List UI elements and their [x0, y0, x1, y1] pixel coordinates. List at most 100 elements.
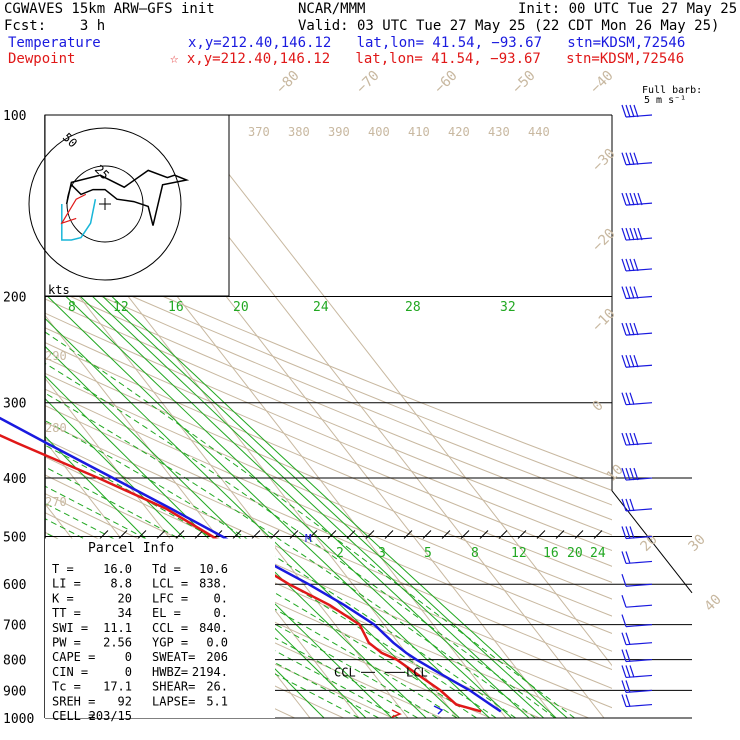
wind-barb-flag [625, 632, 631, 645]
hatch-mark [99, 530, 109, 539]
wind-barb [621, 432, 653, 446]
wind-barb-flag [629, 526, 635, 539]
forecast-hour: Fcst: 3 h [4, 18, 106, 34]
hatch-mark [441, 530, 451, 539]
hatch-mark [308, 530, 318, 539]
hatch-mark [289, 530, 299, 539]
parcel-info-key: CELL = [52, 709, 95, 723]
parcel-info-key: SWEAT= [152, 650, 195, 664]
theta-label: 420 [448, 125, 470, 139]
parcel-info-value: 10.6 [199, 562, 228, 576]
parcel-info-value: 840. [199, 621, 228, 635]
parcel-info-key: Tc = [52, 680, 81, 694]
parcel-info-key: T = [52, 562, 74, 576]
wind-barb-flag [621, 258, 627, 272]
hatch-mark [479, 530, 489, 539]
wind-barb-flag [625, 467, 631, 481]
wind-barb-flag [625, 152, 631, 165]
wind-barb-flag [625, 227, 631, 241]
wind-barb-flag [629, 286, 635, 299]
wind-barb-flag [629, 665, 635, 678]
wind-barb-flag [625, 432, 631, 446]
dry-adiabat-line [45, 404, 612, 652]
wind-barb [621, 551, 653, 565]
hatch-mark [175, 530, 185, 539]
pressure-tick-label: 300 [3, 397, 26, 412]
wind-barb-flag [621, 498, 627, 512]
isotherm-label: 30 [686, 532, 709, 555]
hatch-mark [555, 530, 565, 539]
wind-barb-flag [625, 680, 631, 693]
wind-barb [621, 526, 653, 540]
isotherm-label: 40 [702, 592, 725, 615]
hatch-mark [327, 530, 337, 539]
dry-adiabat-line [45, 372, 612, 617]
mixing-ratio-label: 24 [590, 546, 606, 561]
dry-adiabat-line [45, 312, 612, 552]
theta-label: 370 [248, 125, 270, 139]
hodograph-track-low [61, 199, 97, 241]
dry-adiabat-line [45, 284, 612, 521]
legend-temperature-label: Temperature [8, 35, 101, 51]
wind-barb [621, 574, 653, 587]
temperature-profile [0, 416, 502, 713]
temperature-surface-marker [433, 705, 444, 715]
wind-barb-flag [625, 392, 631, 405]
hatch-mark [118, 530, 128, 539]
pressure-tick-label: 400 [3, 472, 26, 487]
hatch-mark [460, 530, 470, 539]
parcel-info-value: 11.1 [103, 621, 132, 635]
wind-barb-flag [625, 258, 631, 272]
wind-barb-flag [621, 665, 627, 678]
legend-dewpoint-label: Dewpoint [8, 51, 76, 67]
lcl-label: LCL [406, 665, 428, 679]
isotherm-label: −80 [274, 68, 303, 97]
dewpoint-profile [0, 434, 482, 713]
wind-barb [621, 594, 653, 608]
parcel-info-key: CCL = [152, 621, 188, 635]
hatch-mark [422, 530, 432, 539]
parcel-info-value: 2.56 [103, 636, 132, 650]
parcel-info-key: SHEAR= [152, 680, 195, 694]
wind-barb-flag [633, 258, 639, 272]
wind-barb-flag [625, 649, 631, 662]
parcel-info-value: 5.1 [206, 694, 228, 708]
dry-adiabat-line [45, 257, 612, 491]
hatch-mark [498, 530, 508, 539]
parcel-info-value: 26. [206, 680, 228, 694]
dry-adiabat-line [45, 421, 612, 671]
dry-adiabat-line [45, 270, 612, 506]
hatch-mark [403, 530, 413, 539]
theta-label: 380 [288, 125, 310, 139]
wind-barb [621, 192, 653, 206]
wind-barb-flag [621, 526, 627, 539]
valid-time: Valid: 03 UTC Tue 27 May 25 (22 CDT Mon … [298, 18, 720, 34]
mixing-ratio-label: 2 [336, 546, 344, 561]
wind-barb-flag [621, 192, 627, 206]
wind-barb [621, 355, 653, 368]
theta-label: 410 [408, 125, 430, 139]
pressure-tick-label: 600 [3, 578, 26, 593]
hatch-mark [194, 530, 204, 539]
wind-barb-flag [621, 104, 627, 118]
parcel-info-value: 0 [125, 650, 132, 664]
theta-label: 440 [528, 125, 550, 139]
moist-adiabat-line [45, 419, 517, 718]
hatch-mark [536, 530, 546, 539]
wind-barb-flag [625, 104, 631, 118]
parcel-info-key: Td = [152, 562, 181, 576]
wind-barb-flag [633, 467, 639, 481]
mixing-ratio-label: 20 [233, 300, 249, 315]
parcel-info-key: LI = [52, 577, 81, 591]
parcel-info-value: 0. [214, 591, 228, 605]
parcel-info-value: 838. [199, 577, 228, 591]
wind-barb [621, 614, 653, 628]
wind-barb-flag [633, 286, 639, 299]
wind-barb-flag [629, 152, 635, 165]
parcel-info-key: LAPSE= [152, 694, 195, 708]
mixing-ratio-label: 16 [543, 546, 559, 561]
parcel-info-key: TT = [52, 606, 81, 620]
wind-barb-flag [621, 152, 627, 165]
